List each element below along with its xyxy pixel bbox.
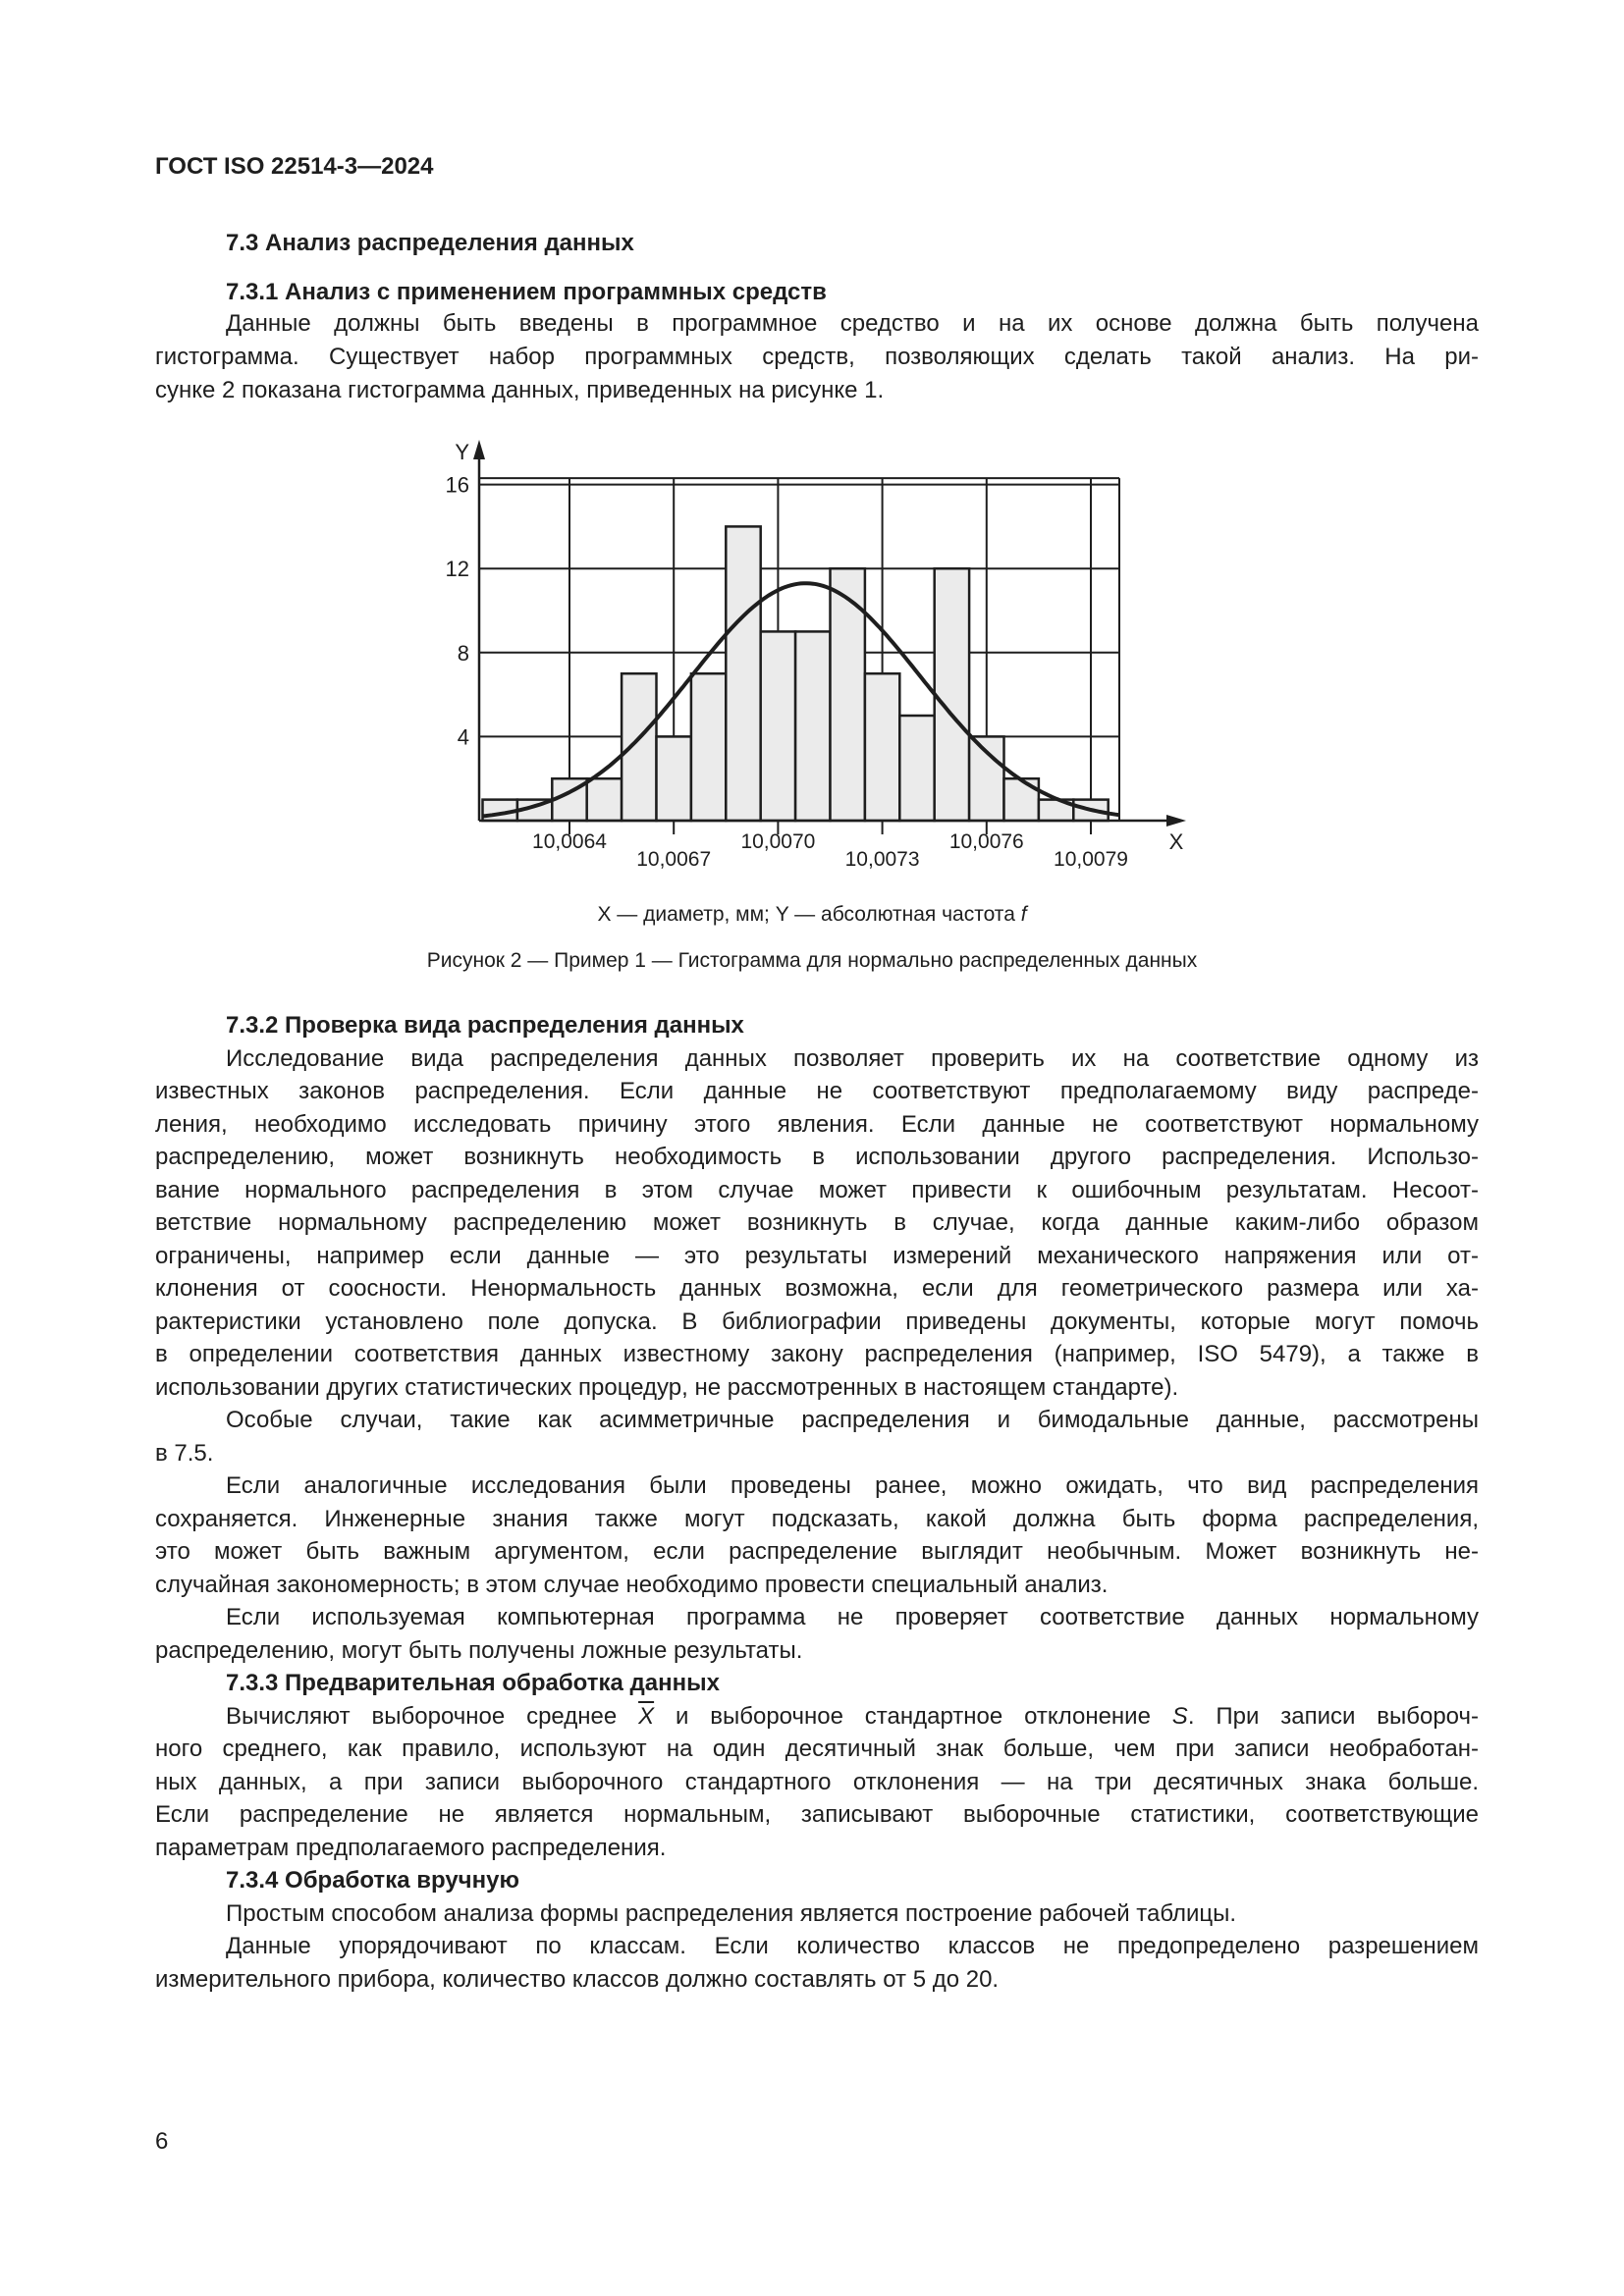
histogram-bar xyxy=(967,735,1005,823)
paragraph-line: вание нормального распределения в этом с… xyxy=(155,1176,1479,1203)
histogram-bar xyxy=(689,671,728,823)
y-tick-label: 4 xyxy=(458,724,469,749)
paragraph-line: Если распределение не является нормальны… xyxy=(155,1801,1479,1828)
sample-mean-symbol: X xyxy=(638,1702,655,1730)
histogram-bar xyxy=(759,630,797,823)
section-heading: 7.3.2 Проверка вида распределения данных xyxy=(226,1012,744,1039)
paragraph-line: клонения от соосности. Ненормальность да… xyxy=(155,1275,1479,1302)
paragraph-line: распределению, может возникнуть необходи… xyxy=(155,1144,1479,1170)
section-heading: 7.3.1 Анализ с применением программных с… xyxy=(226,279,827,305)
x-tick-label: 10,0073 xyxy=(845,848,920,871)
paragraph-line: Если используемая компьютерная программа… xyxy=(226,1604,1479,1630)
document-code-header: ГОСТ ISO 22514-3—2024 xyxy=(155,153,434,180)
histogram-bar xyxy=(655,735,693,823)
figure-caption: Рисунок 2 — Пример 1 — Гистограмма для н… xyxy=(426,949,1198,972)
y-axis-label: Y xyxy=(455,440,469,464)
section-heading: 7.3 Анализ распределения данных xyxy=(226,230,634,256)
paragraph-line: сохраняется. Инженерные знания также мог… xyxy=(155,1505,1479,1532)
y-axis-arrow-icon xyxy=(473,440,485,459)
paragraph-line: Простым способом анализа формы распредел… xyxy=(226,1899,1237,1927)
histogram-bar xyxy=(863,671,901,823)
text-run: Вычисляют выборочное среднее xyxy=(226,1702,639,1730)
std-dev-symbol: S xyxy=(1171,1702,1188,1730)
x-tick-label: 10,0067 xyxy=(636,848,711,871)
paragraph-line: это может быть важным аргументом, если р… xyxy=(155,1538,1479,1565)
x-tick-label: 10,0079 xyxy=(1054,848,1128,871)
paragraph-line: гистограмма. Существует набор программны… xyxy=(155,344,1479,370)
figure-legend-variable: f xyxy=(1020,903,1027,926)
histogram-chart: 4 8 12 16 10,0064 10,0067 10,0070 10,0073 10,007… xyxy=(446,440,1186,871)
paragraph-line: Вычисляют выборочное среднее X и выбороч… xyxy=(226,1700,1479,1734)
page-number: 6 xyxy=(155,2128,169,2155)
paragraph-line: Данные должны быть введены в программное… xyxy=(226,310,1479,337)
x-axis-arrow-icon xyxy=(1166,815,1186,827)
paragraph-line: измерительного прибора, количество класс… xyxy=(155,1965,1000,1993)
paragraph-line: в 7.5. xyxy=(155,1439,214,1467)
histogram-bar xyxy=(620,671,658,823)
x-axis-label: X xyxy=(1169,829,1184,854)
histogram-bar xyxy=(585,776,623,823)
figure-legend-text: X — диаметр, мм; Y — абсолютная частота xyxy=(597,903,1021,926)
paragraph-line: сунке 2 показана гистограмма данных, при… xyxy=(155,377,885,403)
histogram-bar xyxy=(1002,776,1041,823)
y-tick-label: 16 xyxy=(446,473,469,498)
paragraph-line: ления, необходимо исследовать причину эт… xyxy=(155,1110,1479,1138)
histogram-bar xyxy=(793,630,832,823)
paragraph-line: рактеристики установлено поле допуска. В… xyxy=(155,1308,1479,1335)
section-heading: 7.3.4 Обработка вручную xyxy=(226,1867,519,1894)
histogram-bar xyxy=(898,714,936,823)
paragraph-line: распределению, могут быть получены ложны… xyxy=(155,1636,803,1664)
text-run: и выборочное стандартное отклонение xyxy=(654,1702,1172,1730)
x-tick-label: 10,0076 xyxy=(949,830,1024,853)
paragraph-line: случайная закономерность; в этом случае … xyxy=(155,1571,1109,1598)
paragraph-line: Если аналогичные исследования были прове… xyxy=(226,1472,1479,1499)
paragraph-line: ного среднего, как правило, используют н… xyxy=(155,1735,1479,1762)
paragraph-line: ветствие нормальному распределению может… xyxy=(155,1209,1479,1236)
paragraph-line: Исследование вида распределения данных п… xyxy=(226,1044,1479,1072)
figure-legend: X — диаметр, мм; Y — абсолютная частота … xyxy=(0,903,1624,927)
y-tick-label: 12 xyxy=(446,557,469,581)
paragraph-line: ных данных, а при записи выборочного ста… xyxy=(155,1768,1479,1795)
section-heading: 7.3.3 Предварительная обработка данных xyxy=(226,1670,720,1696)
normal-distribution-curve xyxy=(482,581,1119,819)
histogram-bar xyxy=(933,566,971,823)
x-tick-label: 10,0070 xyxy=(740,830,815,853)
x-tick-label: 10,0064 xyxy=(532,830,607,853)
paragraph-line: Особые случаи, такие как асимметричные р… xyxy=(226,1407,1479,1433)
histogram-bar xyxy=(725,525,762,823)
paragraph-line: ограничены, например если данные — это р… xyxy=(155,1242,1479,1269)
y-tick-label: 8 xyxy=(458,641,469,666)
paragraph-line: параметрам предполагаемого распределения… xyxy=(155,1834,667,1861)
paragraph-line: использовании других статистических проц… xyxy=(155,1373,1179,1401)
paragraph-line: в определении соответствия данных извест… xyxy=(155,1341,1479,1367)
text-run: . При записи выбороч- xyxy=(1187,1702,1479,1730)
paragraph-line: Данные упорядочивают по классам. Если ко… xyxy=(226,1933,1479,1959)
paragraph-line: известных законов распределения. Если да… xyxy=(155,1078,1479,1104)
